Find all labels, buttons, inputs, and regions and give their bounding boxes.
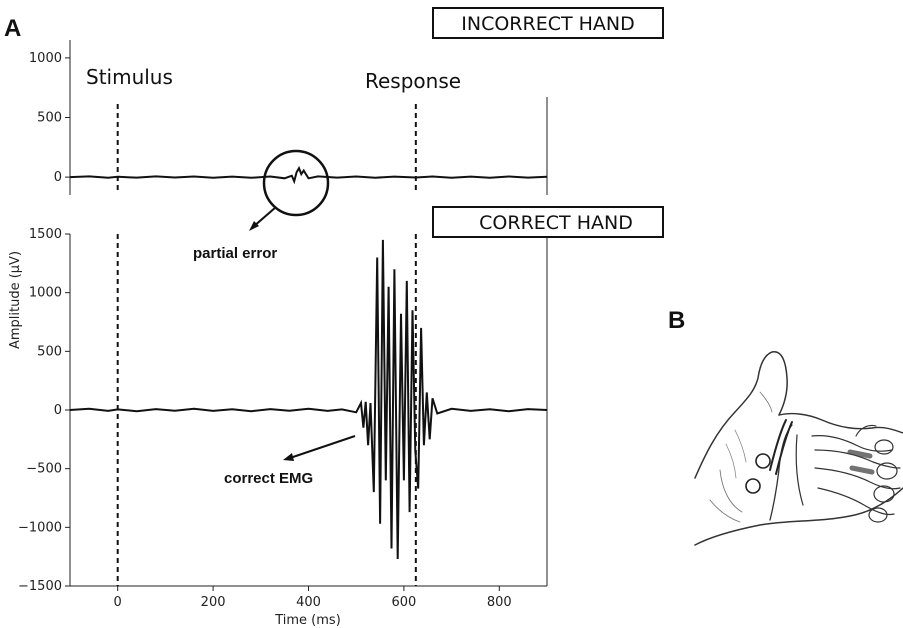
correct-y-tick-label: −1000 <box>18 520 62 535</box>
incorrect-hand-emg-trace <box>69 165 548 185</box>
correct-hand-event-lines <box>116 234 417 586</box>
partial-error-arrow <box>252 206 277 228</box>
panel-label-b: B <box>668 307 685 334</box>
correct-y-tick-label: 1000 <box>29 286 62 301</box>
incorrect-hand-ticks: 0 500 1000 <box>29 51 70 185</box>
response-label: Response <box>365 69 461 93</box>
correct-x-tick-label: 200 <box>201 595 226 610</box>
incorrect-hand-title-box <box>432 7 664 39</box>
correct-y-tick-label: 1500 <box>29 227 62 242</box>
y-axis-title: Amplitude (μV) <box>8 251 23 349</box>
partial-error-arrowhead <box>249 221 259 231</box>
incorrect-hand-title: INCORRECT HAND <box>461 13 635 35</box>
correct-hand-emg-trace <box>69 239 548 560</box>
partial-error-circle <box>262 149 330 217</box>
x-axis-title: Time (ms) <box>274 613 341 628</box>
incorrect-y-tick-label: 500 <box>37 111 62 126</box>
correct-hand-title-box <box>432 206 664 238</box>
correct-x-tick-label: 0 <box>114 595 122 610</box>
correct-y-tick-label: 0 <box>54 403 62 418</box>
incorrect-y-tick-label: 0 <box>54 170 62 185</box>
correct-y-tick-label: −1500 <box>18 579 62 594</box>
correct-emg-label: correct EMG <box>224 470 313 487</box>
correct-x-tick-label: 600 <box>391 595 416 610</box>
incorrect-hand-axes <box>69 40 548 195</box>
incorrect-hand-chart: 0 500 1000 INCORRECT HAND Stimulus Respons… <box>29 7 664 262</box>
correct-hand-ticks: −1500 −1000 −500 0 500 1000 1500 0 200 400 600 800 <box>18 227 512 610</box>
partial-error-label: partial error <box>193 245 277 262</box>
correct-emg-arrow <box>289 435 356 459</box>
stimulus-label: Stimulus <box>86 65 173 89</box>
correct-hand-title: CORRECT HAND <box>479 212 633 234</box>
correct-x-tick-label: 400 <box>296 595 321 610</box>
correct-emg-arrowhead <box>283 453 294 461</box>
incorrect-y-tick-label: 1000 <box>29 51 62 66</box>
correct-y-tick-label: −500 <box>26 462 62 477</box>
correct-y-tick-label: 500 <box>37 344 62 359</box>
panel-label-a: A <box>4 15 21 42</box>
correct-x-tick-label: 800 <box>487 595 512 610</box>
hand-electrode-illustration <box>694 351 903 546</box>
